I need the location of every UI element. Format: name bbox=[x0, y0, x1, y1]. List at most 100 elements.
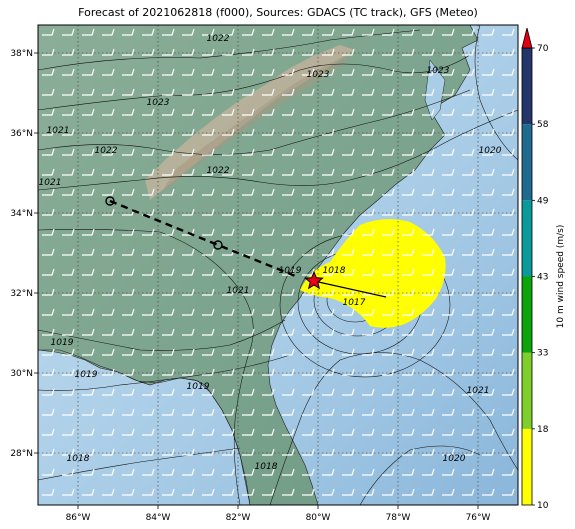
wind-barb bbox=[102, 368, 115, 376]
track-point-marker bbox=[105, 196, 115, 206]
lat-tick-label: 32°N bbox=[10, 289, 33, 299]
wind-barb bbox=[322, 248, 335, 256]
chart-title: Forecast of 2021062818 (f000), Sources: … bbox=[78, 6, 478, 19]
wind-barb bbox=[82, 308, 95, 316]
wind-barb bbox=[142, 428, 155, 436]
wind-barb bbox=[262, 188, 275, 196]
isobar-label: 1023 bbox=[307, 70, 330, 80]
wind-barb bbox=[182, 368, 195, 376]
wind-barb bbox=[462, 28, 475, 36]
wind-barb bbox=[102, 328, 115, 336]
wind-barb bbox=[242, 28, 255, 36]
wind-barb bbox=[402, 108, 415, 116]
wind-barb bbox=[502, 28, 515, 36]
storm-position-marker bbox=[304, 270, 324, 290]
wind-barb bbox=[422, 128, 435, 136]
wind-barb bbox=[122, 368, 135, 376]
wind-barb bbox=[242, 448, 255, 456]
wind-barb bbox=[502, 288, 515, 296]
wind-barb bbox=[302, 48, 315, 56]
wind-barb bbox=[62, 488, 75, 496]
wind-barb bbox=[342, 308, 355, 316]
wind-barb bbox=[82, 88, 95, 96]
wind-barb bbox=[502, 408, 515, 416]
wind-barbs bbox=[42, 28, 515, 496]
wind-barb bbox=[262, 168, 275, 176]
wind-barb bbox=[202, 488, 215, 496]
wind-barb bbox=[162, 48, 175, 56]
wind-barb bbox=[62, 48, 75, 56]
wind-barb bbox=[422, 248, 435, 256]
wind-barb bbox=[262, 128, 275, 136]
wind-barb bbox=[482, 48, 495, 56]
wind-barb bbox=[42, 288, 55, 296]
wind-barb bbox=[262, 308, 275, 316]
wind-barb bbox=[242, 488, 255, 496]
wind-barb bbox=[142, 308, 155, 316]
wind-barb bbox=[402, 488, 415, 496]
wind-barb bbox=[302, 108, 315, 116]
wind-barb bbox=[382, 268, 395, 276]
wind-barb bbox=[502, 428, 515, 436]
wind-barb bbox=[382, 328, 395, 336]
wind-barb bbox=[102, 308, 115, 316]
wind-barb bbox=[342, 488, 355, 496]
wind-barb bbox=[102, 228, 115, 236]
wind-barb bbox=[222, 328, 235, 336]
wind-barb bbox=[162, 168, 175, 176]
wind-barb bbox=[362, 368, 375, 376]
wind-barb bbox=[502, 188, 515, 196]
wind-barb bbox=[482, 328, 495, 336]
wind-barb bbox=[222, 208, 235, 216]
wind-barb bbox=[422, 348, 435, 356]
wind-barb bbox=[402, 208, 415, 216]
wind-barb bbox=[222, 468, 235, 476]
wind-barb bbox=[382, 248, 395, 256]
wind-barb bbox=[222, 348, 235, 356]
wind-barb bbox=[202, 248, 215, 256]
wind-barb bbox=[322, 428, 335, 436]
wind-barb bbox=[262, 208, 275, 216]
wind-barb bbox=[322, 188, 335, 196]
wind-barb bbox=[122, 188, 135, 196]
colorbar-segment bbox=[522, 428, 532, 505]
wind-barb bbox=[422, 468, 435, 476]
wind-barb bbox=[422, 268, 435, 276]
isobar-label: 1018 bbox=[255, 462, 278, 472]
wind-barb bbox=[322, 88, 335, 96]
wind-barb bbox=[62, 308, 75, 316]
wind-barb bbox=[82, 408, 95, 416]
wind-barb bbox=[162, 388, 175, 396]
wind-barb bbox=[42, 368, 55, 376]
wind-barb bbox=[402, 408, 415, 416]
wind-barb bbox=[482, 488, 495, 496]
wind-barb bbox=[182, 288, 195, 296]
wind-barb bbox=[362, 348, 375, 356]
colorbar-label: 10 m wind speed (m/s) bbox=[556, 225, 566, 329]
colorbar-tick-label: 58 bbox=[537, 120, 549, 130]
wind-barb bbox=[482, 388, 495, 396]
wind-barb bbox=[502, 468, 515, 476]
wind-barb bbox=[502, 148, 515, 156]
wind-barb bbox=[282, 208, 295, 216]
wind-barb bbox=[102, 48, 115, 56]
wind-barb bbox=[142, 188, 155, 196]
wind-barb bbox=[462, 148, 475, 156]
wind-barb bbox=[382, 208, 395, 216]
wind-barb bbox=[502, 108, 515, 116]
wind-barb bbox=[322, 328, 335, 336]
axis-ticks: 86°W 84°W 82°W 80°W 78°W 76°W 28°N 30°N 32°N 34°N… bbox=[10, 49, 490, 523]
wind-barb bbox=[442, 108, 455, 116]
wind-barb bbox=[262, 248, 275, 256]
wind-barb bbox=[102, 148, 115, 156]
wind-barb bbox=[302, 168, 315, 176]
wind-barb bbox=[382, 468, 395, 476]
wind-barb bbox=[322, 308, 335, 316]
wind-barb bbox=[162, 468, 175, 476]
wind-barb bbox=[182, 448, 195, 456]
wind-barb bbox=[222, 488, 235, 496]
wind-barb bbox=[62, 128, 75, 136]
wind-barb bbox=[142, 468, 155, 476]
wind-barb bbox=[422, 368, 435, 376]
wind-barb bbox=[182, 28, 195, 36]
